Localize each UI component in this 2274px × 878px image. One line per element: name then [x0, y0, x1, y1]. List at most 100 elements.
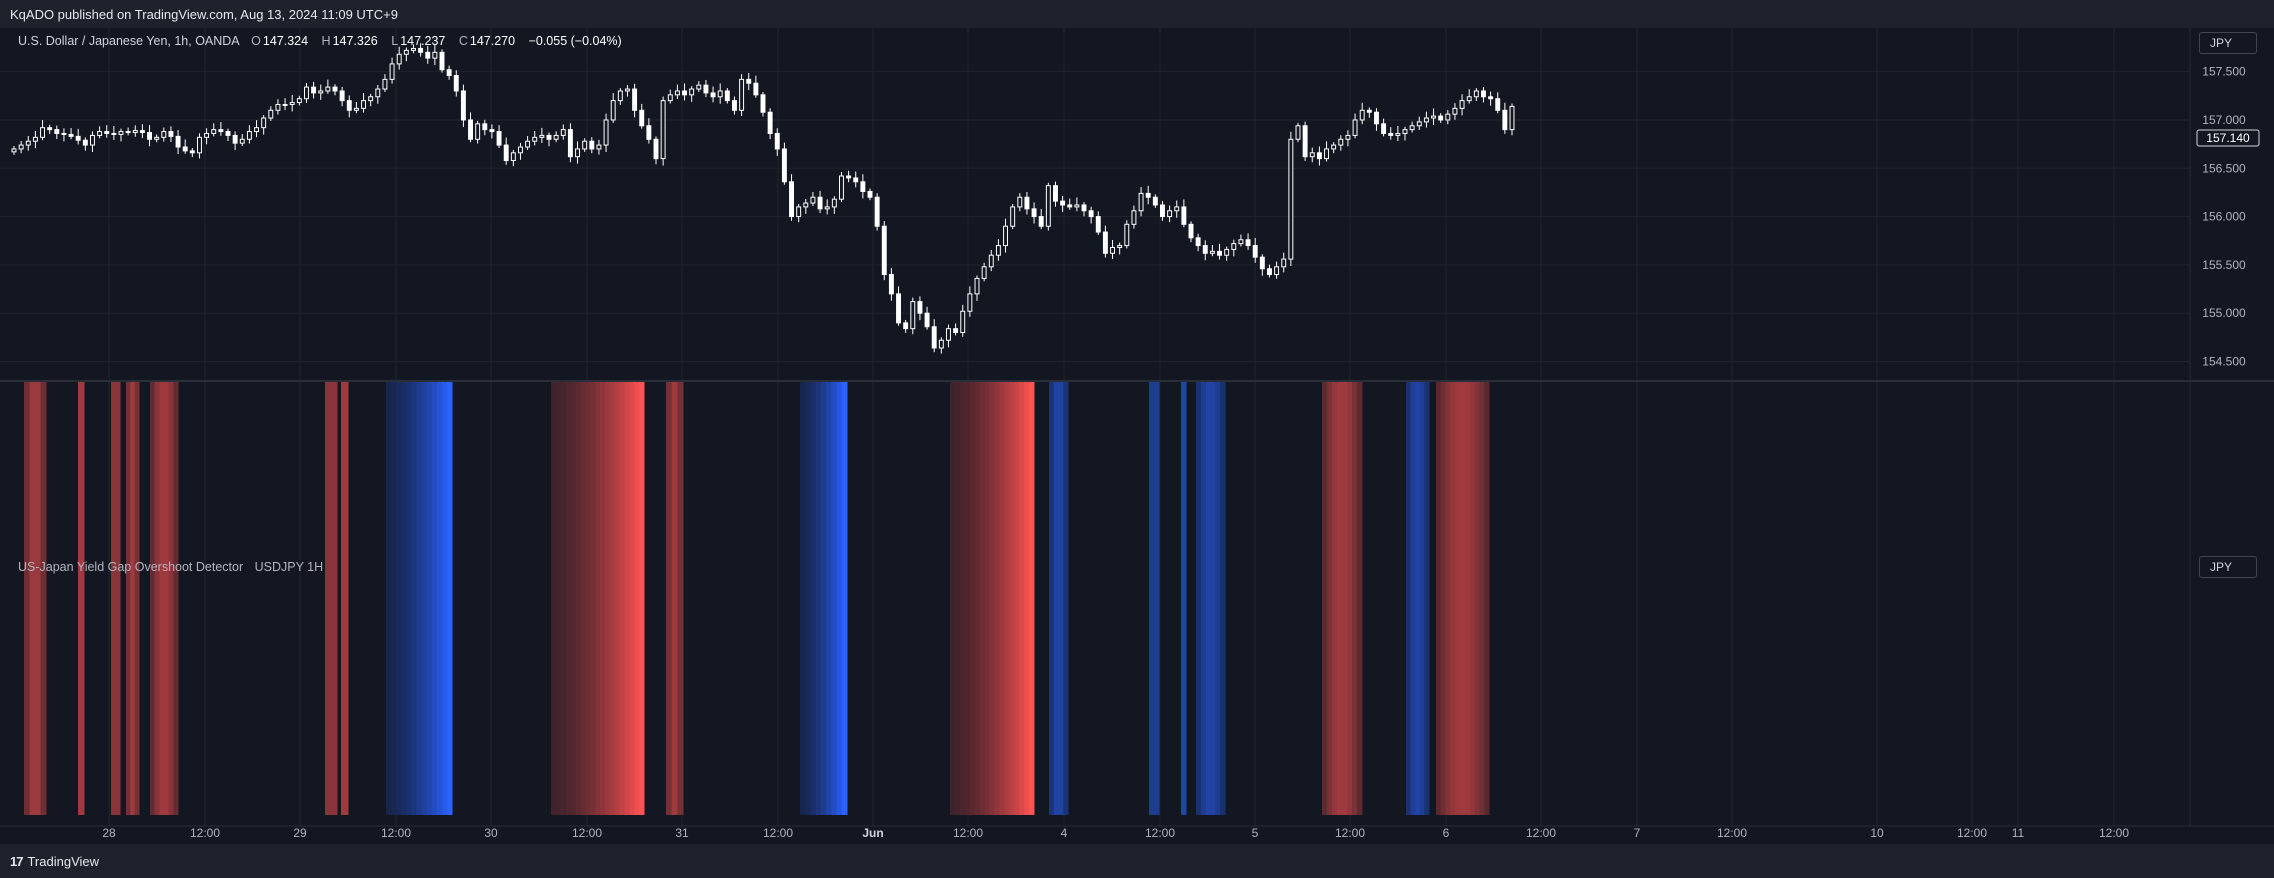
- chart-area[interactable]: 157.500 157.000 156.500 156.000 155.500 155.0…: [0, 28, 2274, 844]
- time-axis[interactable]: 28 12:00 29 12:00 30 12:00 31 12:00 Jun 12:00 4 12:…: [102, 826, 2129, 840]
- candle-body: [1359, 109, 1365, 121]
- y-tick-label: 157.000: [2202, 113, 2246, 127]
- currency-button[interactable]: JPY: [2199, 32, 2257, 54]
- candle-body: [1473, 90, 1479, 98]
- indicator-band: [150, 382, 156, 815]
- indicator-legend[interactable]: US-Japan Yield Gap Overshoot Detector US…: [18, 560, 323, 574]
- candle-body: [981, 266, 987, 279]
- indicator-band: [810, 382, 817, 815]
- candle-body: [1316, 152, 1322, 160]
- chart-background: [0, 28, 2274, 844]
- candle-body: [874, 196, 880, 227]
- candle-body: [946, 328, 951, 341]
- chart-canvas[interactable]: 157.500 157.000 156.500 156.000 155.500 155.0…: [0, 28, 2274, 844]
- candle-body: [603, 119, 609, 146]
- candle-body: [1217, 250, 1222, 256]
- indicator-band: [396, 382, 402, 815]
- candle-body: [617, 90, 623, 102]
- indicator-band: [1347, 382, 1353, 815]
- candle-body: [61, 132, 67, 135]
- indicator-band: [590, 382, 596, 815]
- high-label: H: [321, 34, 331, 48]
- indicator-band: [1029, 382, 1035, 815]
- candle-body: [139, 130, 145, 134]
- indicator-band: [164, 382, 170, 815]
- candle-body: [896, 293, 901, 324]
- candle-body: [1081, 204, 1087, 212]
- candle-body: [11, 148, 17, 153]
- indicator-band: [24, 382, 30, 815]
- candle-body: [432, 51, 438, 59]
- indicator-band: [168, 382, 174, 815]
- candle-body: [724, 90, 730, 102]
- candle-body: [446, 69, 452, 77]
- x-tick-label: 12:00: [1717, 826, 1747, 840]
- candle-body: [953, 328, 959, 334]
- candle-body: [582, 140, 588, 150]
- indicator-band: [1460, 382, 1466, 815]
- indicator-band: [815, 382, 822, 815]
- indicator-band: [1049, 382, 1055, 815]
- price-axis[interactable]: 157.500 157.000 156.500 156.000 155.500 155.0…: [2202, 65, 2246, 369]
- indicator-band: [111, 382, 116, 815]
- candle-body: [18, 144, 24, 150]
- candle-body: [931, 326, 937, 349]
- indicator-currency-button[interactable]: JPY: [2199, 556, 2257, 578]
- candle-body: [254, 127, 259, 133]
- candle-body: [1445, 113, 1451, 121]
- tradingview-brand: TradingView: [27, 854, 100, 869]
- candle-body: [917, 301, 923, 314]
- indicator-band: [565, 382, 572, 815]
- candle-body: [596, 144, 602, 150]
- tradingview-logo[interactable]: 17 TradingView: [10, 854, 99, 869]
- indicator-band: [841, 382, 848, 815]
- indicator-band: [431, 382, 438, 815]
- tradingview-logo-icon: 17: [10, 854, 24, 869]
- candle-body: [353, 107, 359, 111]
- candle-body: [1338, 138, 1344, 146]
- indicator-band: [629, 382, 635, 815]
- x-tick-label: 12:00: [381, 826, 411, 840]
- candle-body: [1431, 115, 1436, 119]
- indicator-band: [555, 382, 562, 815]
- indicator-band: [1474, 382, 1480, 815]
- indicator-band: [999, 382, 1005, 815]
- candle-body: [1423, 117, 1429, 123]
- open-value: 147.324: [262, 34, 309, 48]
- candle-body: [1195, 237, 1201, 247]
- candle-body: [246, 131, 252, 140]
- indicator-band: [115, 382, 121, 815]
- candle-body: [325, 86, 331, 92]
- candle-body: [974, 277, 980, 295]
- candle-body: [482, 123, 488, 131]
- x-tick-label: 28: [102, 826, 116, 840]
- candle-body: [282, 103, 288, 106]
- indicator-band: [1436, 382, 1442, 815]
- candle-body: [104, 131, 110, 134]
- x-tick-label: 31: [675, 826, 689, 840]
- candle-body: [789, 181, 794, 218]
- indicator-band: [446, 382, 453, 815]
- symbol-title[interactable]: U.S. Dollar / Japanese Yen, 1h, OANDA: [18, 34, 240, 48]
- candle-body: [339, 90, 345, 102]
- indicator-band: [1154, 382, 1160, 815]
- candle-body: [1138, 192, 1144, 212]
- indicator-band: [325, 382, 332, 815]
- candle-body: [1395, 132, 1401, 136]
- indicator-band: [386, 382, 392, 815]
- candle-body: [1174, 206, 1180, 212]
- candle-body: [803, 202, 809, 208]
- candle-body: [1381, 123, 1387, 134]
- candle-body: [824, 206, 830, 210]
- indicator-band: [426, 382, 433, 815]
- indicator-band: [1424, 382, 1430, 815]
- candle-body: [1366, 109, 1372, 113]
- indicator-band: [1450, 382, 1456, 815]
- indicator-band: [35, 382, 41, 815]
- indicator-name[interactable]: US-Japan Yield Gap Overshoot Detector: [18, 560, 244, 574]
- candle-body: [1324, 148, 1329, 160]
- candle-body: [995, 245, 1001, 256]
- candle-body: [503, 144, 509, 162]
- candles: [11, 43, 1515, 354]
